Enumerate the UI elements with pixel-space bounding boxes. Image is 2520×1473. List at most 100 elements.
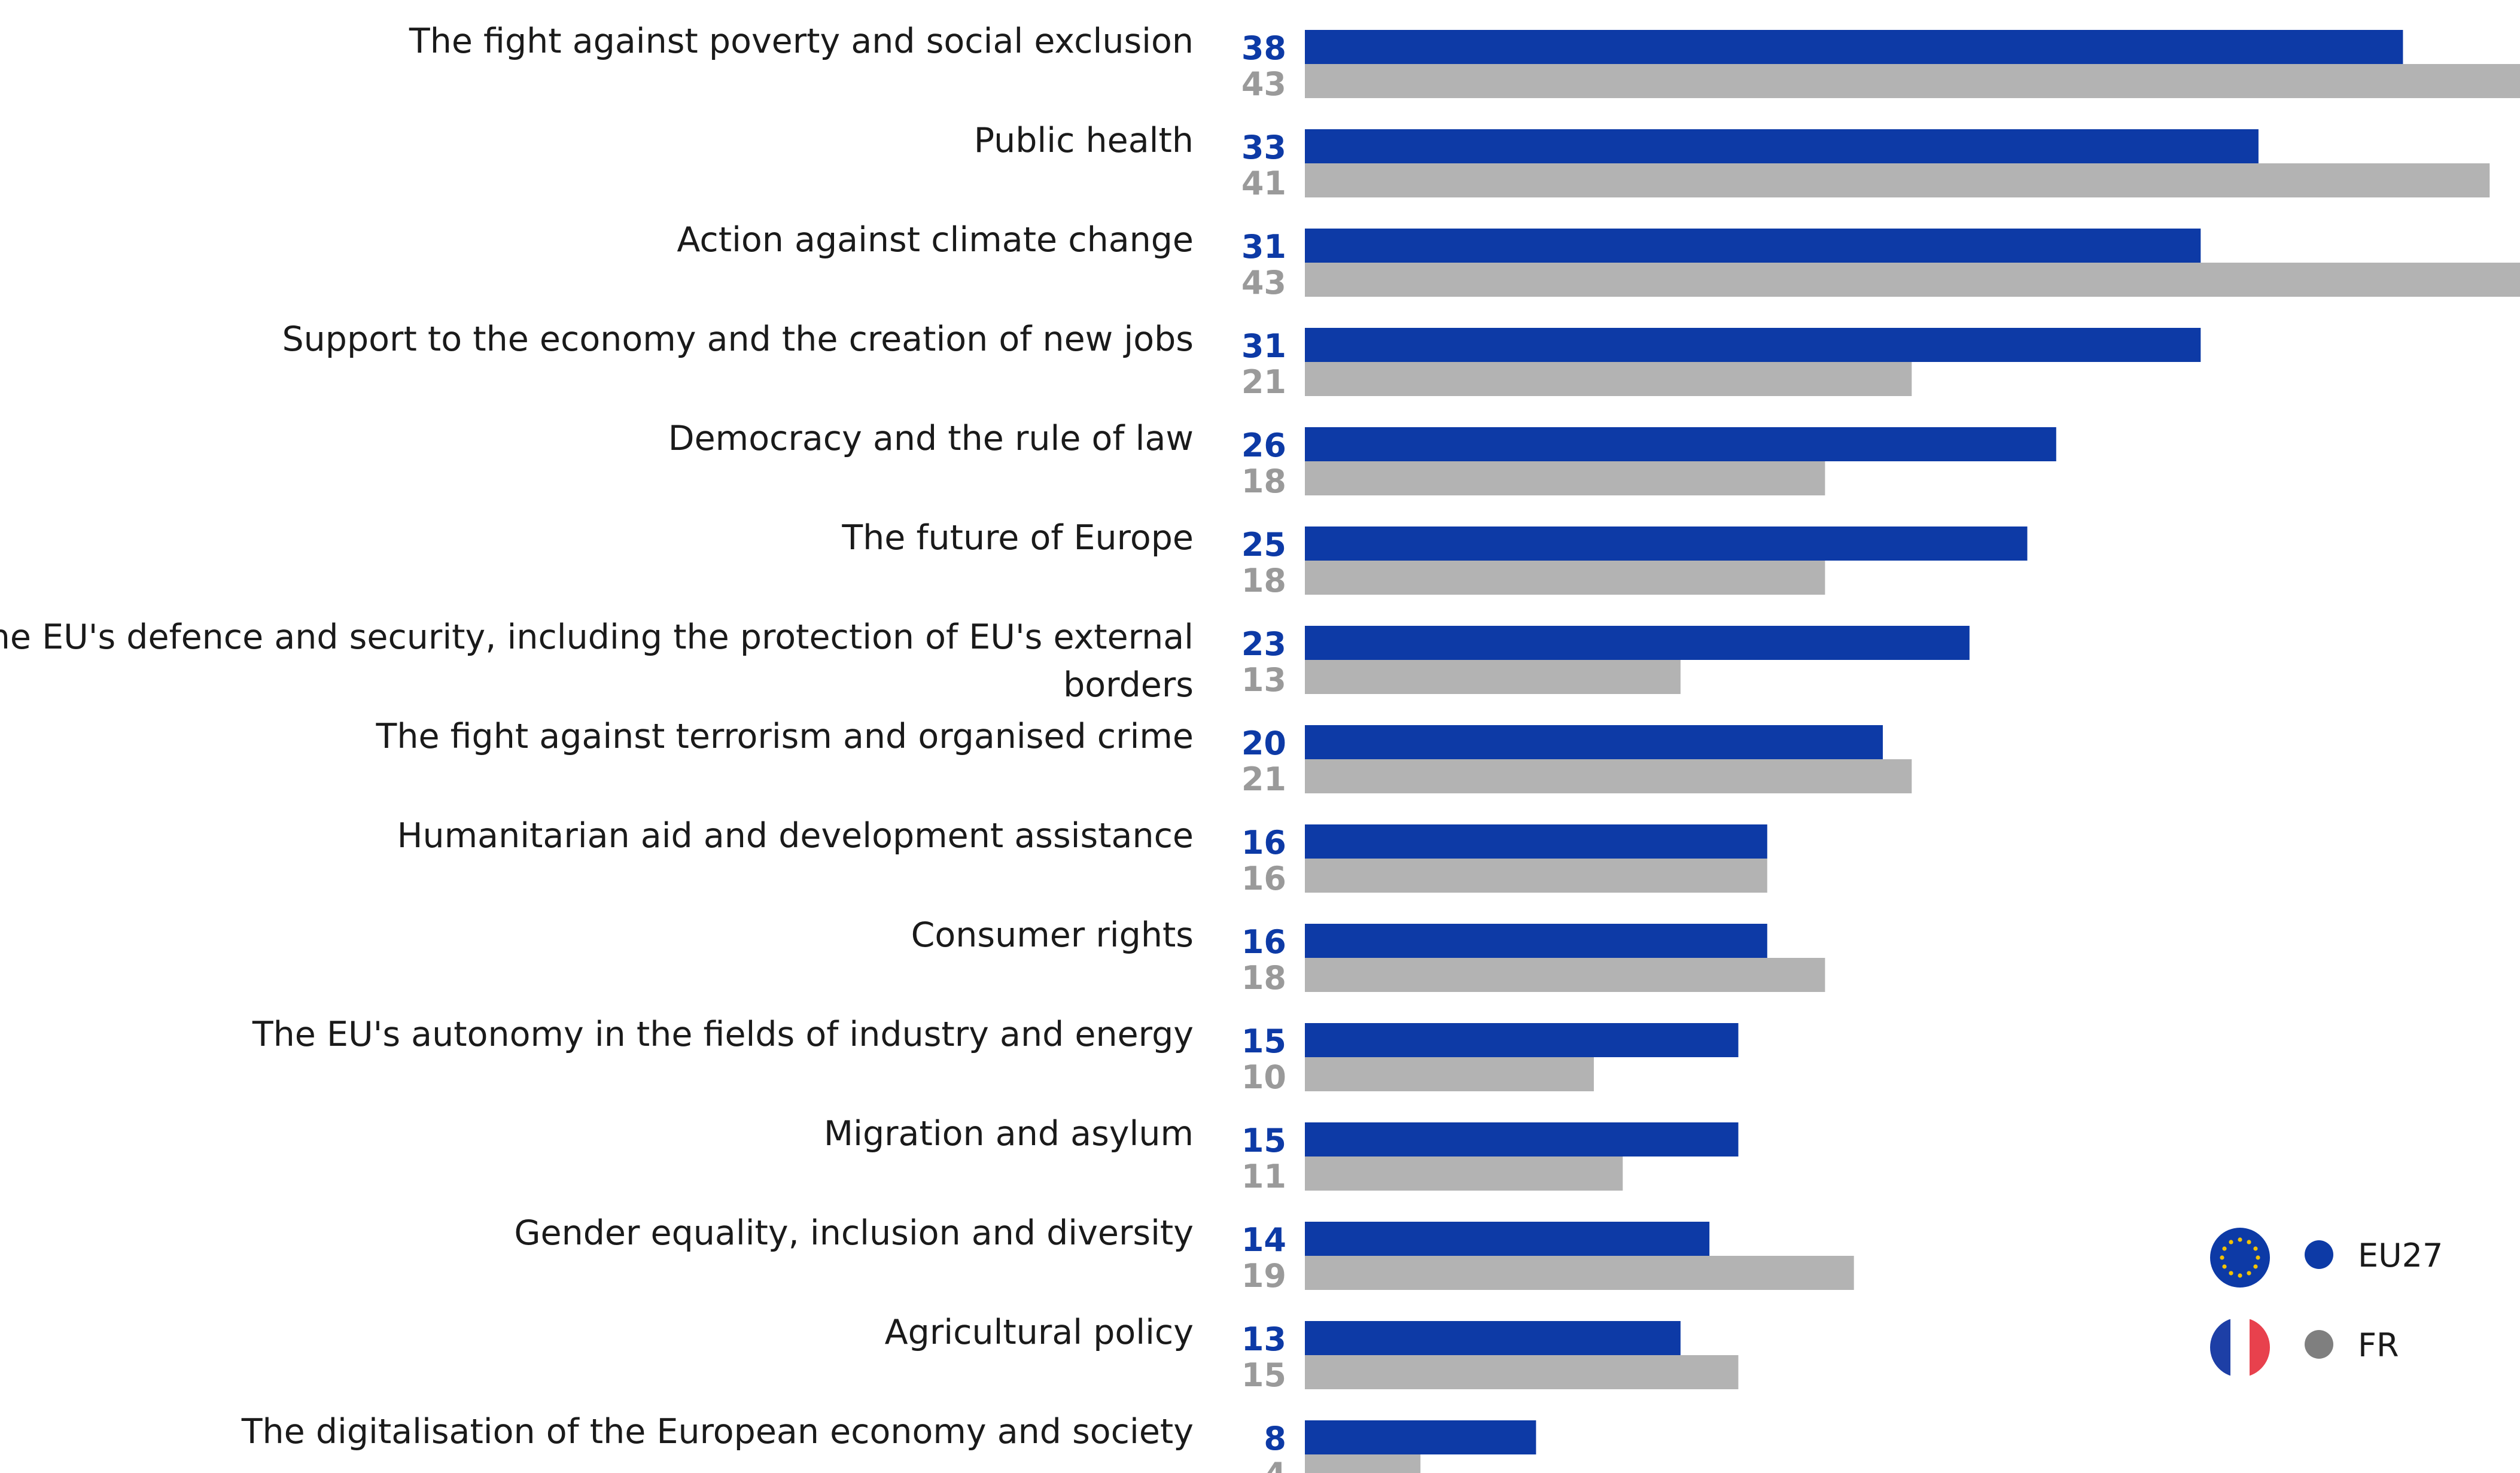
bar-fr bbox=[1305, 759, 1912, 793]
value-label-eu27: 16 bbox=[1241, 824, 1286, 862]
legend-marker-eu27 bbox=[2305, 1240, 2333, 1269]
eu-flag-icon bbox=[2210, 1228, 2270, 1288]
value-label-eu27: 31 bbox=[1241, 327, 1286, 365]
value-label-eu27: 8 bbox=[1264, 1420, 1286, 1457]
category-label: Gender equality, inclusion and diversity bbox=[514, 1213, 1194, 1253]
bar-fr bbox=[1305, 1454, 1421, 1473]
bar-group: The fight against terrorism and organise… bbox=[376, 717, 1912, 798]
value-label-fr: 41 bbox=[1241, 165, 1286, 202]
value-label-eu27: 23 bbox=[1241, 625, 1286, 663]
bar-fr bbox=[1305, 461, 1825, 495]
eu-flag-star bbox=[2253, 1246, 2258, 1251]
category-label: The future of Europe bbox=[841, 518, 1194, 558]
category-label: Agricultural policy bbox=[885, 1313, 1194, 1352]
eu-flag-star bbox=[2238, 1273, 2242, 1278]
bar-fr bbox=[1305, 561, 1825, 595]
eu-flag-star bbox=[2253, 1264, 2258, 1269]
bar-eu27 bbox=[1305, 626, 1970, 660]
bar-eu27 bbox=[1305, 924, 1767, 958]
bar-fr bbox=[1305, 1355, 1739, 1389]
fr-flag-icon bbox=[2210, 1317, 2270, 1377]
value-label-fr: 13 bbox=[1241, 661, 1286, 699]
bar-eu27 bbox=[1305, 328, 2201, 362]
value-label-eu27: 15 bbox=[1241, 1022, 1286, 1060]
bar-eu27 bbox=[1305, 229, 2201, 263]
category-label: Humanitarian aid and development assista… bbox=[397, 816, 1194, 856]
category-label: The EU's autonomy in the fields of indus… bbox=[252, 1015, 1194, 1054]
value-label-eu27: 25 bbox=[1241, 526, 1286, 564]
eu-flag-star bbox=[2256, 1255, 2260, 1260]
value-label-fr: 18 bbox=[1241, 959, 1286, 997]
bar-group: The EU's autonomy in the fields of indus… bbox=[252, 1015, 1739, 1096]
eu-flag-star bbox=[2220, 1255, 2224, 1260]
bar-fr bbox=[1305, 958, 1825, 992]
eu-flag-star bbox=[2247, 1240, 2251, 1244]
value-label-fr: 10 bbox=[1241, 1058, 1286, 1096]
category-label: The digitalisation of the European econo… bbox=[241, 1412, 1194, 1451]
value-label-fr: 21 bbox=[1241, 760, 1286, 798]
bar-eu27 bbox=[1305, 1122, 1739, 1157]
bar-eu27 bbox=[1305, 526, 2028, 561]
legend-marker-fr bbox=[2305, 1330, 2333, 1359]
value-label-fr: 16 bbox=[1241, 860, 1286, 897]
value-label-fr: 19 bbox=[1241, 1257, 1286, 1295]
eu-flag-star bbox=[2229, 1240, 2233, 1244]
bar-group: The digitalisation of the European econo… bbox=[241, 1412, 1536, 1473]
bar-group: Humanitarian aid and development assista… bbox=[397, 816, 1767, 897]
value-label-eu27: 15 bbox=[1241, 1122, 1286, 1159]
legend-label-eu27: EU27 bbox=[2358, 1237, 2443, 1274]
category-label: Consumer rights bbox=[911, 915, 1194, 955]
category-label: The EU's defence and security, including… bbox=[0, 617, 1194, 657]
category-label: The fight against terrorism and organise… bbox=[376, 717, 1194, 756]
fr-flag-white bbox=[2230, 1317, 2250, 1377]
value-label-fr: 4 bbox=[1264, 1456, 1286, 1473]
bar-eu27 bbox=[1305, 30, 2403, 64]
bar-eu27 bbox=[1305, 824, 1767, 859]
bar-fr bbox=[1305, 263, 2520, 297]
value-label-fr: 21 bbox=[1241, 363, 1286, 401]
category-label: The fight against poverty and social exc… bbox=[409, 22, 1194, 61]
value-label-fr: 43 bbox=[1241, 264, 1286, 302]
bar-group: The fight against poverty and social exc… bbox=[409, 22, 2520, 103]
value-label-eu27: 20 bbox=[1241, 725, 1286, 762]
bar-fr bbox=[1305, 64, 2520, 98]
bar-eu27 bbox=[1305, 1420, 1536, 1454]
value-label-eu27: 31 bbox=[1241, 228, 1286, 266]
value-label-eu27: 13 bbox=[1241, 1320, 1286, 1358]
bar-eu27 bbox=[1305, 129, 2259, 163]
value-label-fr: 18 bbox=[1241, 462, 1286, 500]
value-label-eu27: 26 bbox=[1241, 427, 1286, 464]
value-label-eu27: 16 bbox=[1241, 923, 1286, 961]
value-label-eu27: 14 bbox=[1241, 1221, 1286, 1259]
value-label-fr: 18 bbox=[1241, 562, 1286, 599]
bar-eu27 bbox=[1305, 427, 2056, 461]
legend: EU27 FR bbox=[2210, 1228, 2443, 1377]
bar-fr bbox=[1305, 660, 1681, 694]
category-label: Public health bbox=[974, 121, 1194, 160]
value-label-fr: 11 bbox=[1241, 1158, 1286, 1195]
category-label: Support to the economy and the creation … bbox=[282, 319, 1194, 359]
category-label: Migration and asylum bbox=[824, 1114, 1194, 1154]
value-label-eu27: 38 bbox=[1241, 29, 1286, 67]
bar-fr bbox=[1305, 859, 1767, 893]
bar-fr bbox=[1305, 1057, 1594, 1091]
value-label-fr: 43 bbox=[1241, 65, 1286, 103]
bar-fr bbox=[1305, 163, 2490, 197]
value-label-fr: 15 bbox=[1241, 1356, 1286, 1394]
bar-eu27 bbox=[1305, 1023, 1739, 1057]
category-label: Democracy and the rule of law bbox=[668, 419, 1194, 458]
bar-fr bbox=[1305, 1157, 1623, 1191]
bar-group: Gender equality, inclusion and diversity… bbox=[514, 1213, 1854, 1295]
bar-group: The EU's defence and security, including… bbox=[0, 617, 1970, 705]
eu-flag-star bbox=[2229, 1271, 2233, 1276]
legend-label-fr: FR bbox=[2358, 1326, 2399, 1364]
